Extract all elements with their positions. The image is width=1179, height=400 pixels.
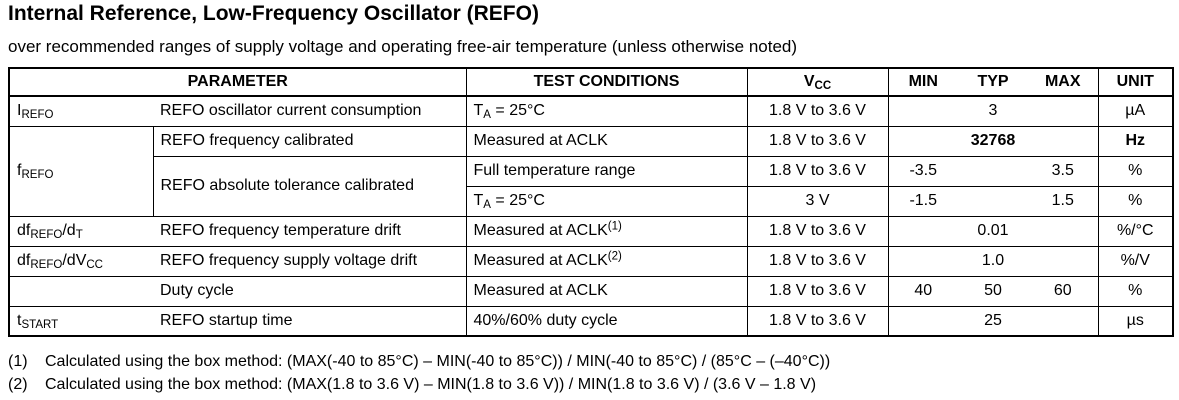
typ-value: 1.0 [887,245,1098,276]
min-value: -3.5 [887,155,958,186]
test-condition: Measured at ACLK [465,275,747,306]
spec-table: PARAMETER TEST CONDITIONS VCC MIN TYP MA… [8,67,1174,337]
footnote: (2) Calculated using the box method: (MA… [8,373,830,396]
table-row: Duty cycle Measured at ACLK 1.8 V to 3.6… [9,275,1173,306]
table-row: tSTART REFO startup time 40%/60% duty cy… [9,305,1173,336]
min-value: -1.5 [887,185,958,216]
col-header-vcc: VCC [746,68,888,97]
param-symbol [9,275,153,306]
param-name: REFO oscillator current consumption [153,95,466,126]
typ-value: 3 [887,95,1098,126]
footnote-text: Calculated using the box method: (MAX(1.… [45,376,817,393]
unit-value: Hz [1097,125,1173,156]
test-condition: Measured at ACLK(2) [465,245,747,276]
unit-value: % [1097,275,1173,306]
param-name: REFO frequency temperature drift [153,215,466,246]
vcc-value: 1.8 V to 3.6 V [746,245,888,276]
col-header-parameter: PARAMETER [9,68,466,97]
typ-value: 25 [887,305,1098,336]
vcc-value: 3 V [746,185,888,216]
typ-value [958,155,1028,186]
test-condition: Measured at ACLK [465,125,747,156]
unit-value: % [1097,185,1173,216]
typ-value: 0.01 [887,215,1098,246]
col-header-max: MAX [1028,68,1098,97]
vcc-value: 1.8 V to 3.6 V [746,95,888,126]
unit-value: %/V [1097,245,1173,276]
header-row: PARAMETER TEST CONDITIONS VCC MIN TYP MA… [9,68,1173,97]
table-row: IREFO REFO oscillator current consumptio… [9,95,1173,126]
col-header-typ: TYP [958,68,1028,97]
footnote-text: Calculated using the box method: (MAX(-4… [45,353,831,370]
unit-value: %/°C [1097,215,1173,246]
footnote-number: (2) [8,376,28,393]
typ-value: 32768 [887,125,1098,156]
col-header-min: MIN [887,68,958,97]
vcc-value: 1.8 V to 3.6 V [746,125,888,156]
vcc-value: 1.8 V to 3.6 V [746,155,888,186]
param-name: REFO frequency calibrated [153,125,466,156]
test-condition: 40%/60% duty cycle [465,305,747,336]
page-title: Internal Reference, Low-Frequency Oscill… [8,2,539,25]
typ-value [958,185,1028,216]
col-header-unit: UNIT [1097,68,1173,97]
vcc-value: 1.8 V to 3.6 V [746,305,888,336]
param-symbol: dfREFO/dT [9,215,153,246]
max-value: 1.5 [1028,185,1098,216]
param-symbol: fREFO [9,125,154,216]
table-row: REFO absolute tolerance calibrated Full … [9,155,1173,216]
min-value: 40 [887,275,958,306]
unit-value: µs [1097,305,1173,336]
max-value: 60 [1028,275,1098,306]
footnotes: (1) Calculated using the box method: (MA… [8,350,830,396]
test-condition: Full temperature range [465,155,747,186]
typ-value: 50 [958,275,1028,306]
vcc-value: 1.8 V to 3.6 V [746,215,888,246]
param-name: REFO absolute tolerance calibrated [153,155,466,216]
test-condition: TA = 25°C [465,95,747,126]
param-symbol: tSTART [9,305,153,336]
test-condition: Measured at ACLK(1) [465,215,747,246]
page-subtitle: over recommended ranges of supply voltag… [8,37,798,56]
unit-value: % [1097,155,1173,186]
param-symbol: dfREFO/dVCC [9,245,153,276]
param-name: REFO frequency supply voltage drift [153,245,466,276]
footnote: (1) Calculated using the box method: (MA… [8,350,830,373]
col-header-test-conditions: TEST CONDITIONS [465,68,747,97]
footnote-number: (1) [8,353,28,370]
unit-value: µA [1097,95,1173,126]
param-symbol: IREFO [9,95,153,126]
table-row: fREFO REFO frequency calibrated Measured… [9,125,1173,216]
table-row: dfREFO/dVCC REFO frequency supply voltag… [9,245,1173,276]
table-row: TA = 25°C 3 V -1.5 1.5 % [9,185,1173,216]
test-condition: TA = 25°C [465,185,747,216]
max-value: 3.5 [1028,155,1098,186]
table-row: dfREFO/dT REFO frequency temperature dri… [9,215,1173,246]
vcc-value: 1.8 V to 3.6 V [746,275,888,306]
param-name: Duty cycle [153,275,466,306]
param-name: REFO startup time [153,305,466,336]
